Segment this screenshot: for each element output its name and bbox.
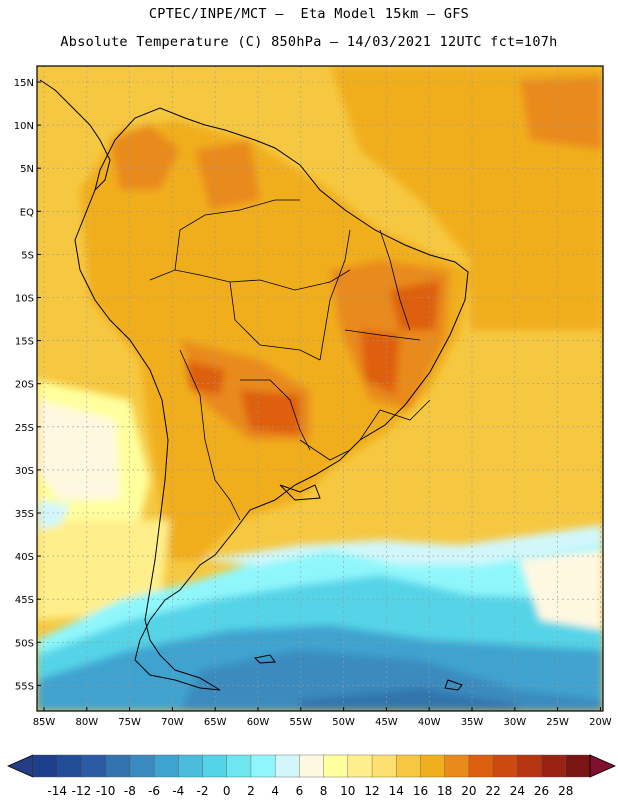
lat-label: 5N	[20, 164, 34, 175]
colorbar-label: -12	[72, 784, 92, 798]
lat-label: 55S	[15, 681, 34, 692]
lon-label: 80W	[75, 717, 98, 728]
colorbar-swatch	[565, 754, 591, 778]
colorbar-swatch	[396, 754, 422, 778]
lon-label: 25W	[546, 717, 569, 728]
colorbar-swatch	[105, 754, 131, 778]
colorbar-label: -10	[96, 784, 116, 798]
colorbar-swatch	[323, 754, 349, 778]
colorbar-label: -8	[124, 784, 136, 798]
colorbar-label: 8	[320, 784, 328, 798]
colorbar-label: 28	[558, 784, 573, 798]
lon-label: 30W	[503, 717, 526, 728]
lon-label: 60W	[247, 717, 270, 728]
lon-label: 20W	[589, 717, 612, 728]
lon-label: 35W	[461, 717, 484, 728]
country-borders	[149, 199, 431, 521]
lat-label: 30S	[15, 466, 34, 477]
colorbar-label: 14	[389, 784, 404, 798]
lon-label: 65W	[204, 717, 227, 728]
colorbar-swatch	[371, 754, 397, 778]
colorbar-swatch	[517, 754, 543, 778]
colorbar-swatch	[178, 754, 204, 778]
colorbar	[7, 754, 616, 778]
chart-title: CPTEC/INPE/MCT – Eta Model 15km – GFS	[148, 6, 470, 22]
lon-label: 75W	[118, 717, 141, 728]
colorbar-label: 12	[364, 784, 379, 798]
lon-label: 85W	[33, 717, 56, 728]
colorbar-label: -6	[148, 784, 160, 798]
temperature-field	[37, 66, 603, 711]
lon-label: 45W	[375, 717, 398, 728]
lat-label: 50S	[15, 638, 34, 649]
colorbar-swatch	[420, 754, 446, 778]
colorbar-swatch	[468, 754, 494, 778]
colorbar-swatch	[250, 754, 276, 778]
lat-label: 25S	[15, 423, 34, 434]
longitude-labels: 85W 80W 75W 70W 65W 60W 55W 50W 45W 40W 35W 30W 25W 2…	[33, 707, 612, 728]
lon-label: 70W	[161, 717, 184, 728]
colorbar-swatch	[274, 754, 301, 778]
colorbar-label: 26	[534, 784, 549, 798]
colorbar-swatch	[81, 754, 107, 778]
gridlines	[37, 66, 603, 711]
lat-label: 40S	[15, 552, 34, 563]
map-frame	[36, 65, 604, 712]
colorbar-swatch	[299, 754, 325, 778]
colorbar-swatch	[492, 754, 519, 778]
lat-label: 15N	[14, 78, 34, 89]
colorbar-swatch	[129, 754, 155, 778]
lat-label: 5S	[21, 250, 34, 261]
colorbar-label: 10	[340, 784, 355, 798]
colorbar-labels: -14 -12 -10 -8 -6 -4 -2 0 2 4 6 8 10 12 14 16 18 20 22 24 26…	[47, 784, 573, 798]
colorbar-swatch	[57, 754, 83, 778]
colorbar-label: 18	[437, 784, 452, 798]
colorbar-label: 0	[223, 784, 231, 798]
colorbar-swatch	[347, 754, 373, 778]
colorbar-label: 22	[485, 784, 500, 798]
lon-label: 40W	[418, 717, 441, 728]
colorbar-swatch	[153, 754, 180, 778]
colorbar-label: 4	[271, 784, 279, 798]
lat-label: EQ	[20, 207, 34, 218]
colorbar-swatch	[226, 754, 252, 778]
lat-label: 20S	[15, 380, 34, 391]
lon-label: 55W	[289, 717, 312, 728]
colorbar-swatch	[541, 754, 567, 778]
chart-subtitle: Absolute Temperature (C) 850hPa – 14/03/…	[60, 34, 558, 50]
colorbar-label: 6	[296, 784, 304, 798]
lat-label: 10S	[15, 294, 34, 305]
colorbar-label: 20	[461, 784, 476, 798]
colorbar-label: -4	[172, 784, 184, 798]
colorbar-swatch	[202, 754, 228, 778]
colorbar-label: -14	[47, 784, 67, 798]
colorbar-swatch	[32, 754, 58, 778]
lat-label: 10N	[14, 121, 34, 132]
latitude-labels: 15N 10N 5N EQ 5S 10S 15S 20S 25S 30S 35S 40S 45S 50S 5…	[14, 78, 41, 692]
colorbar-swatch	[444, 754, 470, 778]
colorbar-label: 24	[510, 784, 525, 798]
colorbar-label: -2	[197, 784, 209, 798]
colorbar-label: 2	[247, 784, 255, 798]
lat-label: 35S	[15, 509, 34, 520]
colorbar-under-arrow	[7, 754, 34, 778]
lon-label: 50W	[332, 717, 355, 728]
coastline	[39, 79, 469, 691]
colorbar-over-arrow	[589, 754, 616, 778]
lat-label: 15S	[15, 337, 34, 348]
lat-label: 45S	[15, 595, 34, 606]
colorbar-label: 16	[413, 784, 428, 798]
